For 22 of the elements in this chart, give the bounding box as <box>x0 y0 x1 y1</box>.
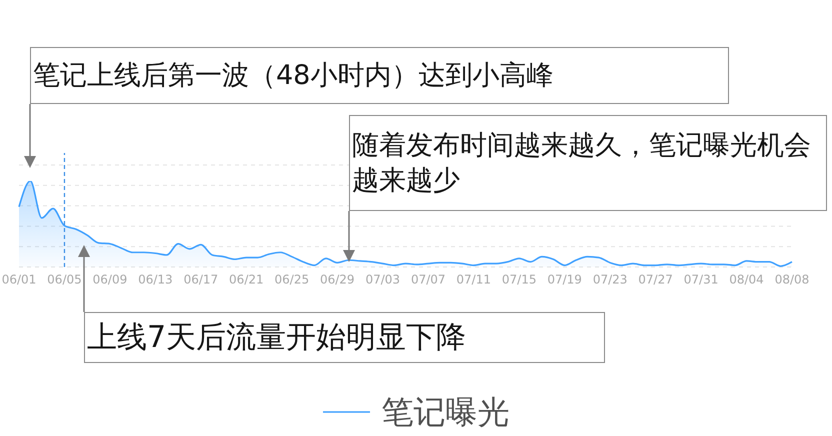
x-tick-label: 07/07 <box>410 272 446 287</box>
x-tick-label: 07/15 <box>502 272 536 287</box>
x-tick-label: 07/31 <box>684 272 718 287</box>
x-tick-label: 06/13 <box>138 272 173 287</box>
x-tick-label: 08/04 <box>729 272 764 287</box>
x-tick-label: 07/11 <box>456 272 492 287</box>
x-tick-label: 06/29 <box>320 272 355 287</box>
x-tick-label: 06/05 <box>47 272 82 287</box>
x-tick-label: 07/27 <box>638 272 673 287</box>
x-tick-label: 06/25 <box>274 272 310 287</box>
annotation: 随着发布时间越来越久，笔记曝光机会越来越少 <box>352 129 812 198</box>
x-tick-label: 06/17 <box>184 272 218 287</box>
x-tick-label: 07/23 <box>592 272 628 287</box>
x-tick-label: 07/19 <box>547 272 582 287</box>
x-tick-label: 06/01 <box>2 272 36 287</box>
x-tick-label: 06/21 <box>229 272 264 287</box>
x-tick-label: 07/03 <box>365 272 400 287</box>
legend-label: 笔记曝光 <box>382 392 510 432</box>
text: 笔记上线后第一波（48小时内）达到小高峰 <box>33 59 554 93</box>
x-tick-label: 08/08 <box>774 272 810 287</box>
text: 上线7天后流量开始明显下降 <box>87 320 466 355</box>
x-tick-label: 06/09 <box>92 272 128 287</box>
